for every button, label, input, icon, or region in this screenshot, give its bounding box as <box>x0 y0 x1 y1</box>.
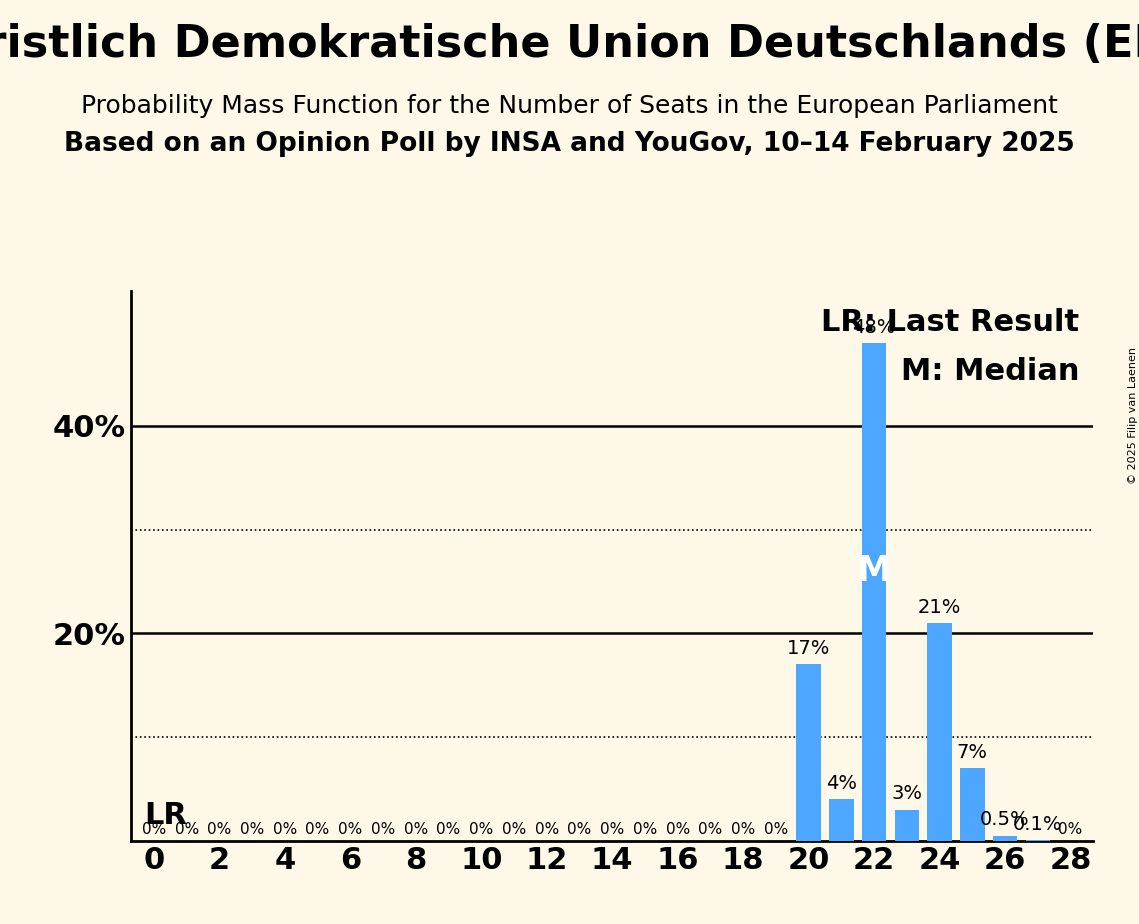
Text: © 2025 Filip van Laenen: © 2025 Filip van Laenen <box>1129 347 1138 484</box>
Text: 0%: 0% <box>141 821 166 837</box>
Bar <box>894 809 919 841</box>
Text: M: Median: M: Median <box>901 357 1079 386</box>
Text: 21%: 21% <box>918 598 961 617</box>
Text: 0%: 0% <box>731 821 755 837</box>
Bar <box>829 799 853 841</box>
Text: 0.5%: 0.5% <box>981 810 1030 830</box>
Text: 0%: 0% <box>207 821 231 837</box>
Text: 0%: 0% <box>534 821 559 837</box>
Text: 3%: 3% <box>892 784 923 804</box>
Text: 0%: 0% <box>1058 821 1083 837</box>
Text: LR: Last Result: LR: Last Result <box>821 308 1079 336</box>
Text: 4%: 4% <box>826 774 857 793</box>
Text: 0%: 0% <box>469 821 493 837</box>
Text: 0%: 0% <box>403 821 428 837</box>
Text: 0%: 0% <box>436 821 460 837</box>
Text: 48%: 48% <box>852 318 895 336</box>
Text: Christlich Demokratische Union Deutschlands (EPP): Christlich Demokratische Union Deutschla… <box>0 23 1139 67</box>
Text: 0%: 0% <box>305 821 329 837</box>
Text: 0%: 0% <box>174 821 199 837</box>
Text: 7%: 7% <box>957 743 988 762</box>
Text: 0.1%: 0.1% <box>1013 815 1063 833</box>
Bar <box>960 768 984 841</box>
Text: 0%: 0% <box>338 821 362 837</box>
Text: 0%: 0% <box>371 821 395 837</box>
Text: LR: LR <box>144 801 187 831</box>
Text: 0%: 0% <box>502 821 526 837</box>
Text: 0%: 0% <box>665 821 690 837</box>
Text: M: M <box>857 554 892 589</box>
Text: 0%: 0% <box>698 821 722 837</box>
Bar <box>993 835 1017 841</box>
Text: 17%: 17% <box>787 639 830 658</box>
Text: 0%: 0% <box>240 821 264 837</box>
Text: 0%: 0% <box>633 821 657 837</box>
Text: 0%: 0% <box>272 821 297 837</box>
Text: 0%: 0% <box>600 821 624 837</box>
Text: 0%: 0% <box>567 821 591 837</box>
Text: Probability Mass Function for the Number of Seats in the European Parliament: Probability Mass Function for the Number… <box>81 94 1058 118</box>
Text: Based on an Opinion Poll by INSA and YouGov, 10–14 February 2025: Based on an Opinion Poll by INSA and You… <box>64 131 1075 157</box>
Text: 0%: 0% <box>764 821 788 837</box>
Bar <box>927 623 952 841</box>
Bar <box>862 343 886 841</box>
Bar <box>796 664 821 841</box>
Bar <box>1025 840 1050 841</box>
